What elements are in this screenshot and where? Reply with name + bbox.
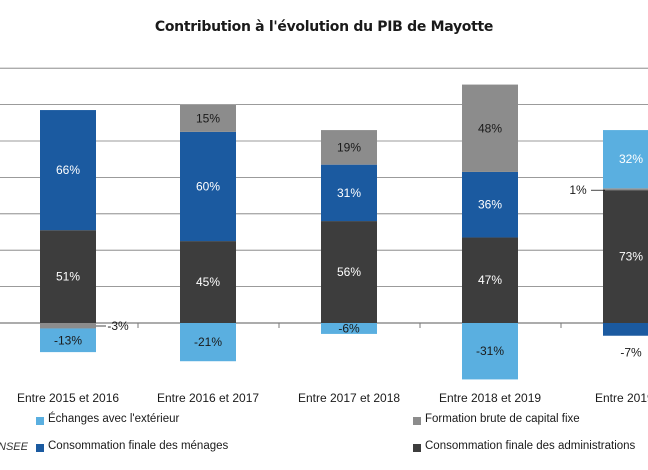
bar-exterieur <box>603 130 648 189</box>
bar-fbcf <box>180 104 236 132</box>
bar-menages <box>40 110 96 231</box>
data-label: 56% <box>337 265 361 279</box>
legend-label-administrations: Consommation finale des administrations <box>425 440 636 452</box>
bar-fbcf <box>40 323 96 329</box>
data-label: 19% <box>337 140 361 154</box>
bar-exterieur <box>40 328 96 353</box>
x-tick-label: Entre 2015 et 2016 <box>17 391 119 405</box>
bar-menages <box>180 131 236 242</box>
data-label: 45% <box>196 275 220 289</box>
legend-label-menages: Consommation finale des ménages <box>48 440 229 452</box>
data-label: -21% <box>194 335 222 349</box>
data-label: -7% <box>620 346 642 360</box>
x-tick-label: Entre 2016 et 2017 <box>157 391 259 405</box>
legend-swatch-exterieur <box>36 417 44 425</box>
bar-menages <box>321 164 377 222</box>
data-label: 73% <box>619 250 643 264</box>
legend-swatch-fbcf <box>413 417 421 425</box>
chart-title: Contribution à l'évolution du PIB de May… <box>154 19 494 35</box>
data-label: 66% <box>56 163 80 177</box>
bar-administrations <box>462 237 518 323</box>
bar-exterieur <box>321 323 377 334</box>
bar-administrations <box>321 221 377 323</box>
bar-menages <box>462 171 518 238</box>
data-label: 15% <box>196 111 220 125</box>
bar-administrations <box>603 190 648 323</box>
bar-fbcf <box>603 188 648 191</box>
bar-exterieur <box>180 323 236 362</box>
data-label: -31% <box>476 344 504 358</box>
x-tick-label: Entre 2018 et 2019 <box>439 391 541 405</box>
data-labels: 51% 66% -3% -13% 45% 60% 15% -21% 56% 31% 19% -6% 47… <box>54 111 643 359</box>
data-label: 51% <box>56 270 80 284</box>
x-tick-labels: Entre 2015 et 2016 Entre 2016 et 2017 Entr… <box>17 391 648 405</box>
x-tick-label: Entre 2019 et <box>595 391 648 405</box>
source-label: NSEE <box>0 441 28 453</box>
bar-administrations <box>180 241 236 323</box>
data-label: 36% <box>478 198 502 212</box>
data-label: 1% <box>569 183 587 197</box>
legend-label-fbcf: Formation brute de capital fixe <box>425 413 580 425</box>
data-label: 31% <box>337 186 361 200</box>
legend-swatch-administrations <box>413 444 421 452</box>
data-label: -6% <box>338 321 360 335</box>
bar-fbcf <box>321 130 377 165</box>
x-tick-label: Entre 2017 et 2018 <box>298 391 400 405</box>
data-label: -13% <box>54 333 82 347</box>
bar-administrations <box>40 230 96 323</box>
bar-exterieur <box>462 323 518 380</box>
data-label: 47% <box>478 273 502 287</box>
legend-label-exterieur: Échanges avec l'extérieur <box>48 413 180 425</box>
legend-swatch-menages <box>36 444 44 452</box>
bar-menages <box>603 323 648 336</box>
data-label: -3% <box>107 319 129 333</box>
data-label: 32% <box>619 152 643 166</box>
bars <box>40 84 648 380</box>
bar-fbcf <box>462 84 518 172</box>
data-label: 48% <box>478 121 502 135</box>
data-label: 60% <box>196 180 220 194</box>
